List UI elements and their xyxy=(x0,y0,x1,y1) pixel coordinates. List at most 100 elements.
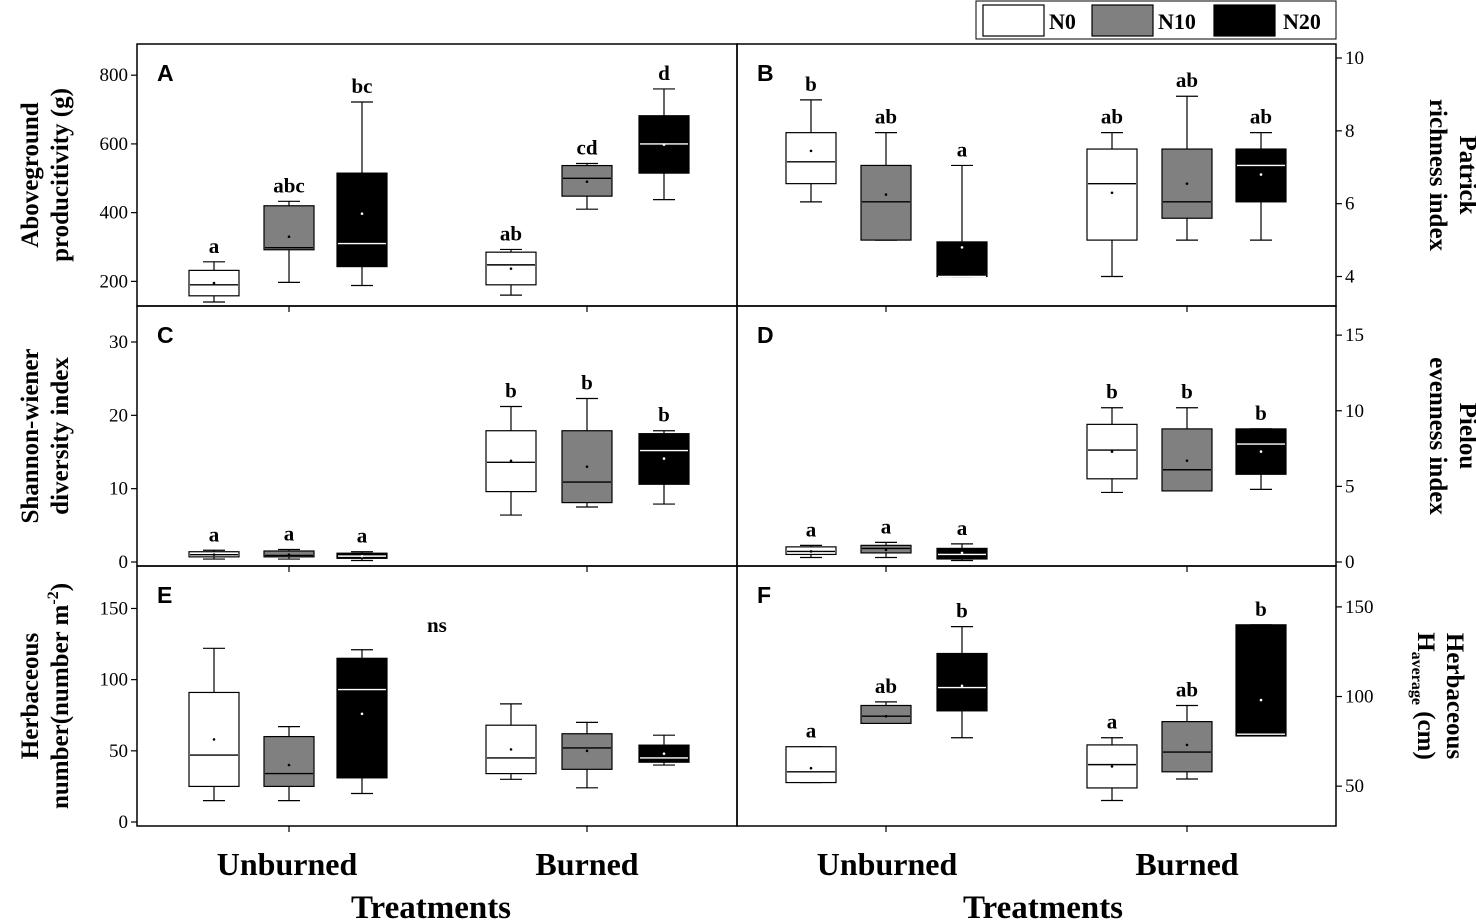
box-burned-n10: ab xyxy=(1161,677,1213,780)
mean-point xyxy=(960,551,964,555)
box-unburned-n10: ab xyxy=(860,674,912,725)
y-tick-label: 200 xyxy=(100,271,129,292)
y-axis-label-line1: Pielou xyxy=(1454,403,1476,470)
box-body xyxy=(485,430,537,493)
y-tick-label: 10 xyxy=(1345,48,1364,69)
mean-point xyxy=(884,193,888,196)
y-tick-label: 20 xyxy=(109,405,128,426)
panel-tag: D xyxy=(757,322,774,348)
mean-point xyxy=(509,748,513,751)
mean-point xyxy=(585,465,589,468)
box-unburned-n20: bc xyxy=(336,74,388,287)
mean-point xyxy=(662,752,666,755)
significance-letter: ab xyxy=(500,221,522,245)
mean-point xyxy=(809,766,813,770)
mean-point xyxy=(960,684,964,688)
x-category-burned-right: Burned xyxy=(1135,846,1238,882)
box-unburned-n0: a xyxy=(188,234,240,303)
significance-letter: a xyxy=(1107,710,1118,734)
significance-letter: b xyxy=(658,403,670,427)
mean-point xyxy=(1110,765,1114,768)
mean-point xyxy=(287,553,291,556)
y-tick-label: 10 xyxy=(1345,401,1364,422)
box-burned-n0: ab xyxy=(1086,105,1138,278)
box-burned-n10 xyxy=(561,721,613,789)
box-unburned-n10: a xyxy=(263,522,315,560)
significance-letter: a xyxy=(957,137,968,161)
box-unburned-n20 xyxy=(336,649,388,795)
significance-letter: a xyxy=(957,516,968,540)
mean-point xyxy=(1110,450,1114,453)
mean-point xyxy=(662,143,666,146)
x-category-unburned-right: Unburned xyxy=(817,846,958,882)
significance-letter: a xyxy=(806,517,817,541)
significance-letter: ab xyxy=(1250,105,1272,129)
significance-letter: a xyxy=(881,514,892,538)
significance-letter: b xyxy=(581,370,593,394)
mean-point xyxy=(884,714,888,718)
box-body xyxy=(263,205,315,251)
y-axis-label-line1: Patrick xyxy=(1454,135,1476,214)
x-axis-title-right: Treatments xyxy=(963,890,1123,923)
y-tick-label: 5 xyxy=(1345,476,1355,497)
mean-point xyxy=(1110,191,1114,195)
y-axis-label-line2: producitivity (g) xyxy=(47,88,74,262)
legend-swatch-n10 xyxy=(1091,4,1154,37)
y-tick-label: 15 xyxy=(1345,325,1364,346)
box-unburned-n10: a xyxy=(860,514,912,559)
significance-letter: a xyxy=(806,719,817,743)
box-burned-n10: b xyxy=(1161,380,1213,492)
panel-tag: E xyxy=(157,582,172,608)
mean-point xyxy=(287,763,291,767)
y-tick-label: 0 xyxy=(119,812,129,833)
significance-letter: ab xyxy=(875,105,897,129)
mean-point xyxy=(960,246,964,249)
y-tick-label: 400 xyxy=(100,203,129,224)
box-burned-n20: ab xyxy=(1235,105,1287,241)
box-unburned-n0: a xyxy=(188,522,240,560)
y-tick-label: 50 xyxy=(1345,776,1364,797)
mean-point xyxy=(360,712,364,716)
significance-letter: b xyxy=(505,379,517,403)
box-body xyxy=(1235,624,1287,737)
box-unburned-n0 xyxy=(188,647,240,802)
y-axis-label-line2: richness index xyxy=(1424,99,1451,252)
panel-a: A 200 400 600 800 Aboveground producitivity (g… xyxy=(17,43,738,312)
box-unburned-n20: b xyxy=(936,599,988,739)
legend-label-n20: N20 xyxy=(1283,9,1321,34)
significance-letter: b xyxy=(1106,380,1118,404)
mean-point xyxy=(662,457,666,460)
y-tick-label: 30 xyxy=(109,332,128,353)
mean-point xyxy=(1185,459,1189,462)
y-axis-label-line1: Shannon-wiener xyxy=(17,348,44,523)
significance-letter: d xyxy=(658,61,670,85)
x-axis-title-left: Treatments xyxy=(351,890,511,923)
y-axis-label-line1: Aboveground xyxy=(17,102,44,248)
y-tick-label: 8 xyxy=(1345,121,1355,142)
box-unburned-n0: a xyxy=(785,517,837,559)
x-category-unburned-left: Unburned xyxy=(217,846,358,882)
y-tick-label: 50 xyxy=(109,741,128,762)
box-burned-n0 xyxy=(485,703,537,780)
significance-letter: b xyxy=(956,599,968,623)
box-body xyxy=(1086,148,1138,241)
mean-point xyxy=(212,553,216,556)
significance-letter: ab xyxy=(1176,677,1198,701)
y-axis-label-line2: evenness index xyxy=(1424,357,1451,515)
box-unburned-n0: b xyxy=(785,72,837,203)
mean-point xyxy=(1259,698,1263,702)
box-burned-n20: b xyxy=(1235,401,1287,490)
mean-point xyxy=(809,550,813,553)
mean-point xyxy=(360,554,364,558)
significance-letter: bc xyxy=(352,74,373,98)
y-tick-label: 600 xyxy=(100,134,129,155)
panel-e: E 0 50 100 150 Herbaceous number(number m-2) ns xyxy=(17,565,738,833)
y-tick-label: 800 xyxy=(100,65,129,86)
mean-point xyxy=(212,281,216,285)
significance-letter: cd xyxy=(577,136,598,160)
box-unburned-n20: a xyxy=(336,524,388,562)
panel-c: C 0 10 20 30 Shannon-wiener diversity index a a a… xyxy=(17,305,738,573)
y-tick-label: 0 xyxy=(119,552,129,573)
box-burned-n0: b xyxy=(485,379,537,516)
